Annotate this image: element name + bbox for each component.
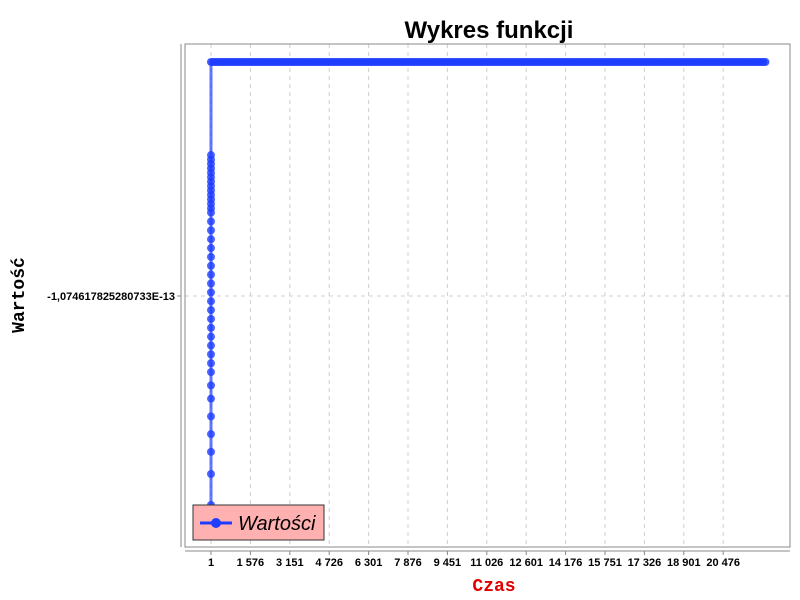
y-axis-ticks: -1,074617825280733E-13 (47, 291, 181, 303)
data-point (207, 297, 215, 306)
x-tick-label: 4 726 (315, 557, 343, 569)
data-point (207, 270, 215, 279)
data-point (207, 217, 215, 226)
x-tick-label: 6 301 (355, 557, 383, 569)
legend-point-marker (211, 518, 221, 528)
data-point (207, 306, 215, 315)
data-point (207, 359, 215, 368)
x-tick-label: 18 901 (667, 557, 701, 569)
data-point (207, 394, 215, 403)
grid (185, 44, 790, 547)
x-axis-ticks: 1 1 576 3 151 4 726 6 301 7 876 9 451 11 026 12 … (208, 551, 740, 569)
y-axis-label: Wartość (10, 257, 30, 333)
data-point (207, 469, 215, 478)
data-point (207, 261, 215, 270)
data-point (207, 314, 215, 323)
data-point (207, 430, 215, 439)
x-tick-label: 15 751 (588, 557, 622, 569)
data-point (207, 447, 215, 456)
data-point (207, 412, 215, 421)
x-tick-label: 7 876 (394, 557, 422, 569)
x-tick-label: 20 476 (706, 557, 740, 569)
data-point (207, 350, 215, 359)
plot-area (184, 43, 791, 548)
x-axis-label: Czas (472, 577, 515, 597)
data-point (761, 58, 770, 66)
data-point (207, 244, 215, 253)
series-wartosci (207, 58, 770, 509)
data-point (207, 279, 215, 288)
x-tick-label: 11 026 (470, 557, 503, 569)
data-point (207, 381, 215, 390)
x-tick-label: 14 176 (549, 557, 583, 569)
data-point (207, 332, 215, 341)
axes (180, 44, 790, 552)
legend-label: Wartości (238, 513, 316, 535)
data-point (207, 288, 215, 297)
x-tick-label: 3 151 (276, 557, 304, 569)
legend: Wartości (192, 504, 325, 541)
data-point (207, 235, 215, 244)
x-tick-label: 17 326 (628, 557, 662, 569)
x-tick-label: 12 601 (509, 557, 543, 569)
data-point (207, 323, 215, 332)
x-tick-label: 1 (208, 557, 214, 569)
data-point (207, 226, 215, 235)
data-point (207, 208, 215, 217)
data-point (207, 252, 215, 261)
x-tick-label: 9 451 (434, 557, 462, 569)
data-point (207, 368, 215, 377)
data-point (207, 341, 215, 350)
y-tick-label: -1,074617825280733E-13 (47, 291, 175, 303)
chart-title: Wykres funkcji (405, 17, 574, 44)
x-tick-label: 1 576 (237, 557, 265, 569)
